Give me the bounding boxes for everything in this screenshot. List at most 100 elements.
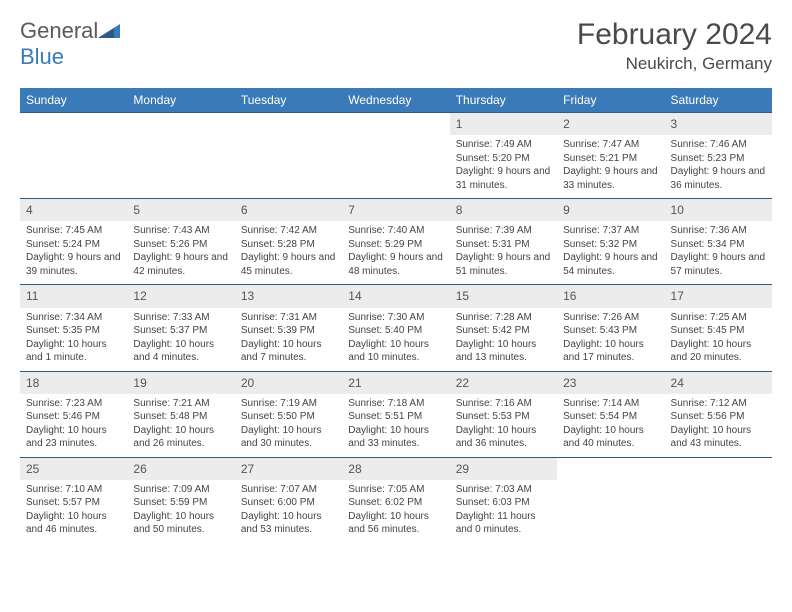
calendar-cell: 10Sunrise: 7:36 AMSunset: 5:34 PMDayligh… bbox=[665, 199, 772, 285]
daylight-text: Daylight: 10 hours and 36 minutes. bbox=[456, 424, 551, 451]
calendar-cell: 25Sunrise: 7:10 AMSunset: 5:57 PMDayligh… bbox=[20, 457, 127, 543]
calendar-cell: 14Sunrise: 7:30 AMSunset: 5:40 PMDayligh… bbox=[342, 285, 449, 371]
calendar-week-row: 1Sunrise: 7:49 AMSunset: 5:20 PMDaylight… bbox=[20, 113, 772, 199]
day-number: 24 bbox=[665, 372, 772, 394]
day-number: 11 bbox=[20, 285, 127, 307]
daylight-text: Daylight: 10 hours and 10 minutes. bbox=[348, 338, 443, 365]
daylight-text: Daylight: 9 hours and 54 minutes. bbox=[563, 251, 658, 278]
daylight-text: Daylight: 10 hours and 23 minutes. bbox=[26, 424, 121, 451]
sunset-text: Sunset: 6:02 PM bbox=[348, 496, 443, 510]
day-detail: Sunrise: 7:36 AMSunset: 5:34 PMDaylight:… bbox=[665, 221, 772, 284]
page-title: February 2024 bbox=[577, 18, 772, 52]
calendar-cell: 9Sunrise: 7:37 AMSunset: 5:32 PMDaylight… bbox=[557, 199, 664, 285]
sunrise-text: Sunrise: 7:42 AM bbox=[241, 224, 336, 238]
sunset-text: Sunset: 5:50 PM bbox=[241, 410, 336, 424]
day-number: 2 bbox=[557, 113, 664, 135]
daylight-text: Daylight: 10 hours and 50 minutes. bbox=[133, 510, 228, 537]
day-number bbox=[665, 458, 772, 480]
logo-text: GeneralBlue bbox=[20, 18, 120, 70]
sunset-text: Sunset: 5:53 PM bbox=[456, 410, 551, 424]
day-detail: Sunrise: 7:25 AMSunset: 5:45 PMDaylight:… bbox=[665, 308, 772, 371]
logo: GeneralBlue bbox=[20, 18, 120, 70]
sunrise-text: Sunrise: 7:19 AM bbox=[241, 397, 336, 411]
header: GeneralBlue February 2024 Neukirch, Germ… bbox=[20, 18, 772, 74]
day-detail: Sunrise: 7:45 AMSunset: 5:24 PMDaylight:… bbox=[20, 221, 127, 284]
sunset-text: Sunset: 5:28 PM bbox=[241, 238, 336, 252]
day-number: 13 bbox=[235, 285, 342, 307]
sunrise-text: Sunrise: 7:10 AM bbox=[26, 483, 121, 497]
sunrise-text: Sunrise: 7:40 AM bbox=[348, 224, 443, 238]
calendar-cell: 16Sunrise: 7:26 AMSunset: 5:43 PMDayligh… bbox=[557, 285, 664, 371]
sunrise-text: Sunrise: 7:07 AM bbox=[241, 483, 336, 497]
daylight-text: Daylight: 10 hours and 53 minutes. bbox=[241, 510, 336, 537]
day-detail: Sunrise: 7:33 AMSunset: 5:37 PMDaylight:… bbox=[127, 308, 234, 371]
sunset-text: Sunset: 5:42 PM bbox=[456, 324, 551, 338]
sunset-text: Sunset: 5:56 PM bbox=[671, 410, 766, 424]
day-detail: Sunrise: 7:43 AMSunset: 5:26 PMDaylight:… bbox=[127, 221, 234, 284]
day-detail: Sunrise: 7:10 AMSunset: 5:57 PMDaylight:… bbox=[20, 480, 127, 543]
day-number: 21 bbox=[342, 372, 449, 394]
day-number: 20 bbox=[235, 372, 342, 394]
calendar-cell bbox=[665, 457, 772, 543]
daylight-text: Daylight: 11 hours and 0 minutes. bbox=[456, 510, 551, 537]
calendar-cell: 24Sunrise: 7:12 AMSunset: 5:56 PMDayligh… bbox=[665, 371, 772, 457]
day-detail: Sunrise: 7:21 AMSunset: 5:48 PMDaylight:… bbox=[127, 394, 234, 457]
day-number: 22 bbox=[450, 372, 557, 394]
daylight-text: Daylight: 10 hours and 43 minutes. bbox=[671, 424, 766, 451]
sunrise-text: Sunrise: 7:12 AM bbox=[671, 397, 766, 411]
daylight-text: Daylight: 9 hours and 45 minutes. bbox=[241, 251, 336, 278]
calendar-cell: 23Sunrise: 7:14 AMSunset: 5:54 PMDayligh… bbox=[557, 371, 664, 457]
day-detail: Sunrise: 7:14 AMSunset: 5:54 PMDaylight:… bbox=[557, 394, 664, 457]
sunrise-text: Sunrise: 7:16 AM bbox=[456, 397, 551, 411]
day-detail: Sunrise: 7:39 AMSunset: 5:31 PMDaylight:… bbox=[450, 221, 557, 284]
daylight-text: Daylight: 10 hours and 30 minutes. bbox=[241, 424, 336, 451]
sunset-text: Sunset: 6:03 PM bbox=[456, 496, 551, 510]
calendar-cell bbox=[342, 113, 449, 199]
location-label: Neukirch, Germany bbox=[577, 54, 772, 74]
day-number: 27 bbox=[235, 458, 342, 480]
sunset-text: Sunset: 5:26 PM bbox=[133, 238, 228, 252]
sunrise-text: Sunrise: 7:33 AM bbox=[133, 311, 228, 325]
day-number: 7 bbox=[342, 199, 449, 221]
day-number: 4 bbox=[20, 199, 127, 221]
sunset-text: Sunset: 5:32 PM bbox=[563, 238, 658, 252]
day-number: 6 bbox=[235, 199, 342, 221]
daylight-text: Daylight: 10 hours and 46 minutes. bbox=[26, 510, 121, 537]
sunset-text: Sunset: 5:20 PM bbox=[456, 152, 551, 166]
sunset-text: Sunset: 5:37 PM bbox=[133, 324, 228, 338]
sunrise-text: Sunrise: 7:14 AM bbox=[563, 397, 658, 411]
day-number bbox=[127, 113, 234, 135]
sunset-text: Sunset: 5:51 PM bbox=[348, 410, 443, 424]
sunrise-text: Sunrise: 7:47 AM bbox=[563, 138, 658, 152]
day-detail: Sunrise: 7:12 AMSunset: 5:56 PMDaylight:… bbox=[665, 394, 772, 457]
day-detail: Sunrise: 7:34 AMSunset: 5:35 PMDaylight:… bbox=[20, 308, 127, 371]
day-detail: Sunrise: 7:31 AMSunset: 5:39 PMDaylight:… bbox=[235, 308, 342, 371]
sunrise-text: Sunrise: 7:49 AM bbox=[456, 138, 551, 152]
daylight-text: Daylight: 9 hours and 57 minutes. bbox=[671, 251, 766, 278]
day-detail: Sunrise: 7:37 AMSunset: 5:32 PMDaylight:… bbox=[557, 221, 664, 284]
sunset-text: Sunset: 5:59 PM bbox=[133, 496, 228, 510]
sunset-text: Sunset: 5:35 PM bbox=[26, 324, 121, 338]
sunset-text: Sunset: 5:31 PM bbox=[456, 238, 551, 252]
calendar-cell bbox=[20, 113, 127, 199]
calendar-cell: 5Sunrise: 7:43 AMSunset: 5:26 PMDaylight… bbox=[127, 199, 234, 285]
day-number: 26 bbox=[127, 458, 234, 480]
sunset-text: Sunset: 5:39 PM bbox=[241, 324, 336, 338]
weekday-header: Saturday bbox=[665, 88, 772, 113]
day-number: 5 bbox=[127, 199, 234, 221]
daylight-text: Daylight: 10 hours and 17 minutes. bbox=[563, 338, 658, 365]
day-detail: Sunrise: 7:28 AMSunset: 5:42 PMDaylight:… bbox=[450, 308, 557, 371]
calendar-cell: 12Sunrise: 7:33 AMSunset: 5:37 PMDayligh… bbox=[127, 285, 234, 371]
sunrise-text: Sunrise: 7:43 AM bbox=[133, 224, 228, 238]
calendar-table: SundayMondayTuesdayWednesdayThursdayFrid… bbox=[20, 88, 772, 543]
day-detail: Sunrise: 7:05 AMSunset: 6:02 PMDaylight:… bbox=[342, 480, 449, 543]
sunrise-text: Sunrise: 7:45 AM bbox=[26, 224, 121, 238]
day-number: 12 bbox=[127, 285, 234, 307]
sunrise-text: Sunrise: 7:46 AM bbox=[671, 138, 766, 152]
daylight-text: Daylight: 10 hours and 13 minutes. bbox=[456, 338, 551, 365]
sunset-text: Sunset: 5:54 PM bbox=[563, 410, 658, 424]
day-detail: Sunrise: 7:49 AMSunset: 5:20 PMDaylight:… bbox=[450, 135, 557, 198]
calendar-cell: 3Sunrise: 7:46 AMSunset: 5:23 PMDaylight… bbox=[665, 113, 772, 199]
sunset-text: Sunset: 5:23 PM bbox=[671, 152, 766, 166]
calendar-cell: 26Sunrise: 7:09 AMSunset: 5:59 PMDayligh… bbox=[127, 457, 234, 543]
